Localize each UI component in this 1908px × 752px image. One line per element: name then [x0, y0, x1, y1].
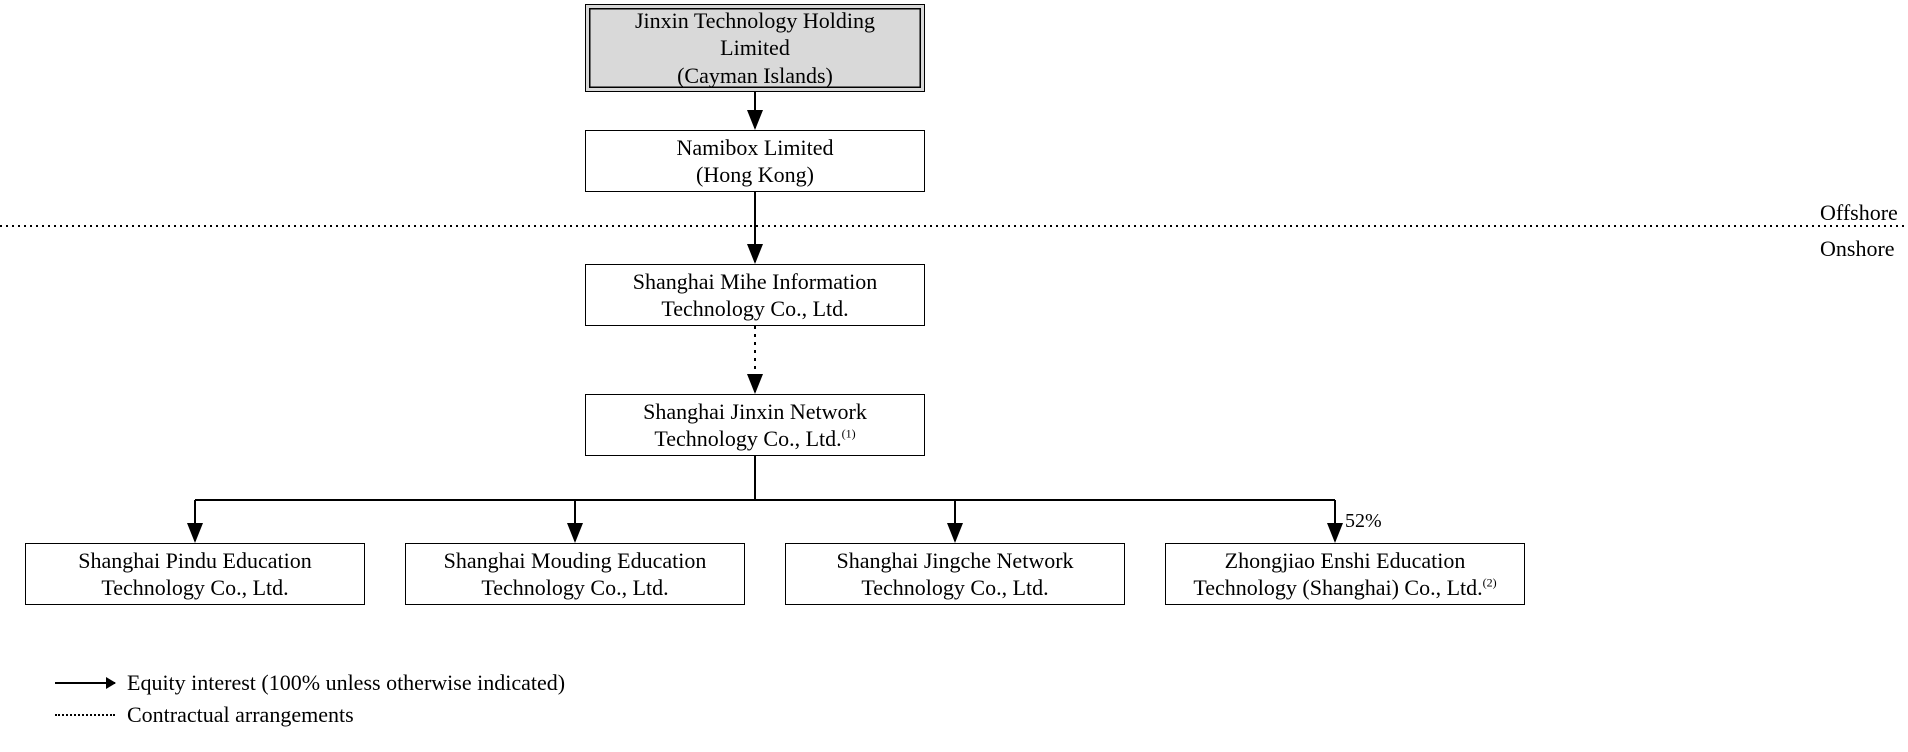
node-root-line2: Limited	[720, 34, 790, 62]
node-enshi-line2: Technology (Shanghai) Co., Ltd.(2)	[1193, 574, 1496, 602]
node-pindu-line1: Shanghai Pindu Education	[78, 547, 311, 575]
legend-row-equity: Equity interest (100% unless otherwise i…	[55, 670, 565, 696]
node-enshi: Zhongjiao Enshi Education Technology (Sh…	[1165, 543, 1525, 605]
node-enshi-line1: Zhongjiao Enshi Education	[1225, 547, 1466, 575]
node-namibox: Namibox Limited (Hong Kong)	[585, 130, 925, 192]
node-pindu-line2: Technology Co., Ltd.	[101, 574, 288, 602]
legend-arrow-icon	[55, 682, 115, 684]
node-namibox-line2: (Hong Kong)	[696, 161, 814, 189]
node-jingche-line1: Shanghai Jingche Network	[836, 547, 1073, 575]
node-mihe-line2: Technology Co., Ltd.	[661, 295, 848, 323]
node-pindu: Shanghai Pindu Education Technology Co.,…	[25, 543, 365, 605]
node-jinxin-line2: Technology Co., Ltd.(1)	[654, 425, 855, 453]
label-offshore: Offshore	[1820, 200, 1898, 226]
node-root-line3: (Cayman Islands)	[677, 62, 833, 90]
node-jinxin-line1: Shanghai Jinxin Network	[643, 398, 867, 426]
node-mihe: Shanghai Mihe Information Technology Co.…	[585, 264, 925, 326]
node-mihe-line1: Shanghai Mihe Information	[633, 268, 877, 296]
legend-row-contractual: Contractual arrangements	[55, 702, 565, 728]
node-root: Jinxin Technology Holding Limited (Cayma…	[585, 4, 925, 92]
connectors-svg	[0, 0, 1908, 752]
legend-dots-icon	[55, 714, 115, 716]
node-root-line1: Jinxin Technology Holding	[635, 7, 875, 35]
node-mouding-line1: Shanghai Mouding Education	[444, 547, 707, 575]
node-namibox-line1: Namibox Limited	[676, 134, 833, 162]
legend-equity-text: Equity interest (100% unless otherwise i…	[127, 670, 565, 696]
label-onshore: Onshore	[1820, 236, 1895, 262]
node-mouding: Shanghai Mouding Education Technology Co…	[405, 543, 745, 605]
label-52pct: 52%	[1345, 510, 1382, 533]
legend-contractual-text: Contractual arrangements	[127, 702, 354, 728]
node-jinxin-net: Shanghai Jinxin Network Technology Co., …	[585, 394, 925, 456]
node-mouding-line2: Technology Co., Ltd.	[481, 574, 668, 602]
legend: Equity interest (100% unless otherwise i…	[55, 670, 565, 734]
node-jingche: Shanghai Jingche Network Technology Co.,…	[785, 543, 1125, 605]
node-jingche-line2: Technology Co., Ltd.	[861, 574, 1048, 602]
org-chart-canvas: Jinxin Technology Holding Limited (Cayma…	[0, 0, 1908, 752]
